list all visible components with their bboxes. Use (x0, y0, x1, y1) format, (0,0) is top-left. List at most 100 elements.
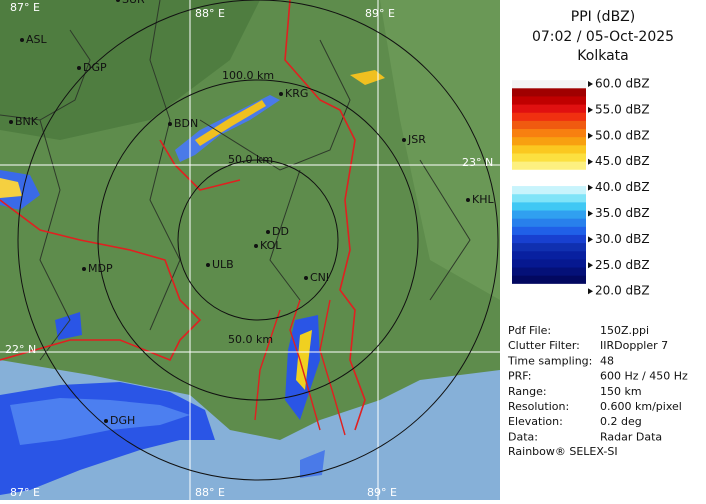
scale-step (512, 243, 586, 252)
info-value: 600 Hz / 450 Hz (600, 370, 688, 383)
scale-step (512, 194, 586, 203)
city-label: DGH (110, 414, 135, 427)
map-labels: 87° E 88° E 89° E 23° N 22° N 87° E 88° E 89° E… (5, 0, 494, 499)
terrain (380, 0, 500, 300)
city-marker (254, 244, 258, 248)
city-label: SUR (122, 0, 145, 6)
info-value: 0.2 deg (600, 415, 642, 428)
city-label: KRG (285, 87, 308, 100)
scale-step (512, 88, 586, 97)
scale-step (512, 202, 586, 212)
range-label: 50.0 km (228, 333, 273, 346)
info-value: 0.600 km/pixel (600, 400, 682, 413)
grid-label: 23° N (462, 156, 493, 169)
info-value: 150Z.ppi (600, 324, 649, 337)
city-label: ULB (212, 258, 234, 271)
scale-tick (588, 288, 593, 295)
info-value: Radar Data (600, 430, 662, 443)
range-ring (97, 79, 419, 401)
info-key: Resolution: (508, 400, 569, 413)
scale-step (512, 161, 586, 171)
info-key: Time sampling: (507, 354, 592, 367)
scale-step (512, 120, 586, 130)
scale-label: 20.0 dBZ (595, 284, 650, 298)
scale-label: 30.0 dBZ (595, 232, 650, 246)
scale-label: 50.0 dBZ (595, 128, 650, 142)
city-marker (402, 138, 406, 142)
district-border (0, 0, 471, 361)
city-marker (116, 0, 120, 2)
city-label: BDN (174, 117, 198, 130)
scale-step (512, 267, 586, 277)
echo (300, 450, 325, 478)
grid-label: 89° E (367, 486, 397, 499)
color-scale: 60.0 dBZ 55.0 dBZ 50.0 dBZ 45.0 dBZ 40.0 dBZ… (512, 72, 650, 298)
grid-label: 88° E (195, 486, 225, 499)
scale-tick (588, 132, 593, 139)
echo (55, 312, 82, 340)
scale-step (512, 80, 586, 89)
city-label: CNI (310, 271, 329, 284)
echo (10, 398, 190, 445)
scale-tick (588, 262, 593, 269)
city-label: MDP (88, 262, 113, 275)
city-marker (206, 263, 210, 267)
map: 87° E 88° E 89° E 23° N 22° N 87° E 88° E 89° E… (0, 0, 500, 500)
range-ring (177, 159, 339, 321)
scale-step (512, 283, 586, 293)
info-value: 150 km (600, 385, 642, 398)
scale-label: 55.0 dBZ (595, 102, 650, 116)
scale-step (512, 234, 586, 244)
info-key: Range: (508, 385, 547, 398)
scale-step (512, 210, 586, 220)
city-label: DD (272, 225, 289, 238)
scale-step (512, 169, 586, 179)
info-rows: Pdf File: 150Z.ppi Clutter Filter: IIRDoppl… (507, 324, 688, 443)
scale-tick (588, 184, 593, 191)
city-label: KHL (472, 193, 494, 206)
city-marker (266, 230, 270, 234)
info-key: Clutter Filter: (508, 339, 580, 352)
scale-tick (588, 236, 593, 243)
timestamp: 07:02 / 05-Oct-2025 (532, 29, 674, 45)
product-title: PPI (dBZ) (571, 9, 635, 25)
city-marker (466, 198, 470, 202)
station: Kolkata (577, 48, 628, 64)
grid-label: 88° E (195, 7, 225, 20)
range-label: 100.0 km (222, 69, 274, 82)
city-label: DGP (83, 61, 107, 74)
city-label: ASL (26, 33, 48, 46)
scale-step (512, 186, 586, 195)
info-key: Data: (508, 430, 538, 443)
scale-step (512, 129, 586, 138)
grid-label: 87° E (10, 1, 40, 14)
city-marker (304, 276, 308, 280)
echo (195, 100, 266, 146)
scale-step (512, 251, 586, 260)
city-marker (77, 66, 81, 70)
scale-tick (588, 81, 593, 87)
info-panel: PPI (dBZ) 07:02 / 05-Oct-2025 Kolkata 60… (507, 9, 688, 458)
info-key: PRF: (508, 370, 531, 383)
scale-label: 45.0 dBZ (595, 154, 650, 168)
scale-label: 40.0 dBZ (595, 180, 650, 194)
city-marker (82, 267, 86, 271)
terrain (0, 0, 260, 140)
scale-label: 35.0 dBZ (595, 206, 650, 220)
scale-tick (588, 106, 593, 113)
scale-label: 60.0 dBZ (595, 77, 650, 91)
range-ring (17, 0, 499, 481)
grid-label: 22° N (5, 343, 36, 356)
city-marker (168, 122, 172, 126)
echo (0, 178, 22, 198)
scale-step (512, 112, 586, 122)
city-marker (104, 419, 108, 423)
scale-step (512, 259, 586, 269)
scale-step (512, 226, 586, 236)
river (254, 299, 346, 436)
info-key: Elevation: (508, 415, 563, 428)
city-marker (279, 92, 283, 96)
city-label: JSR (407, 133, 426, 146)
